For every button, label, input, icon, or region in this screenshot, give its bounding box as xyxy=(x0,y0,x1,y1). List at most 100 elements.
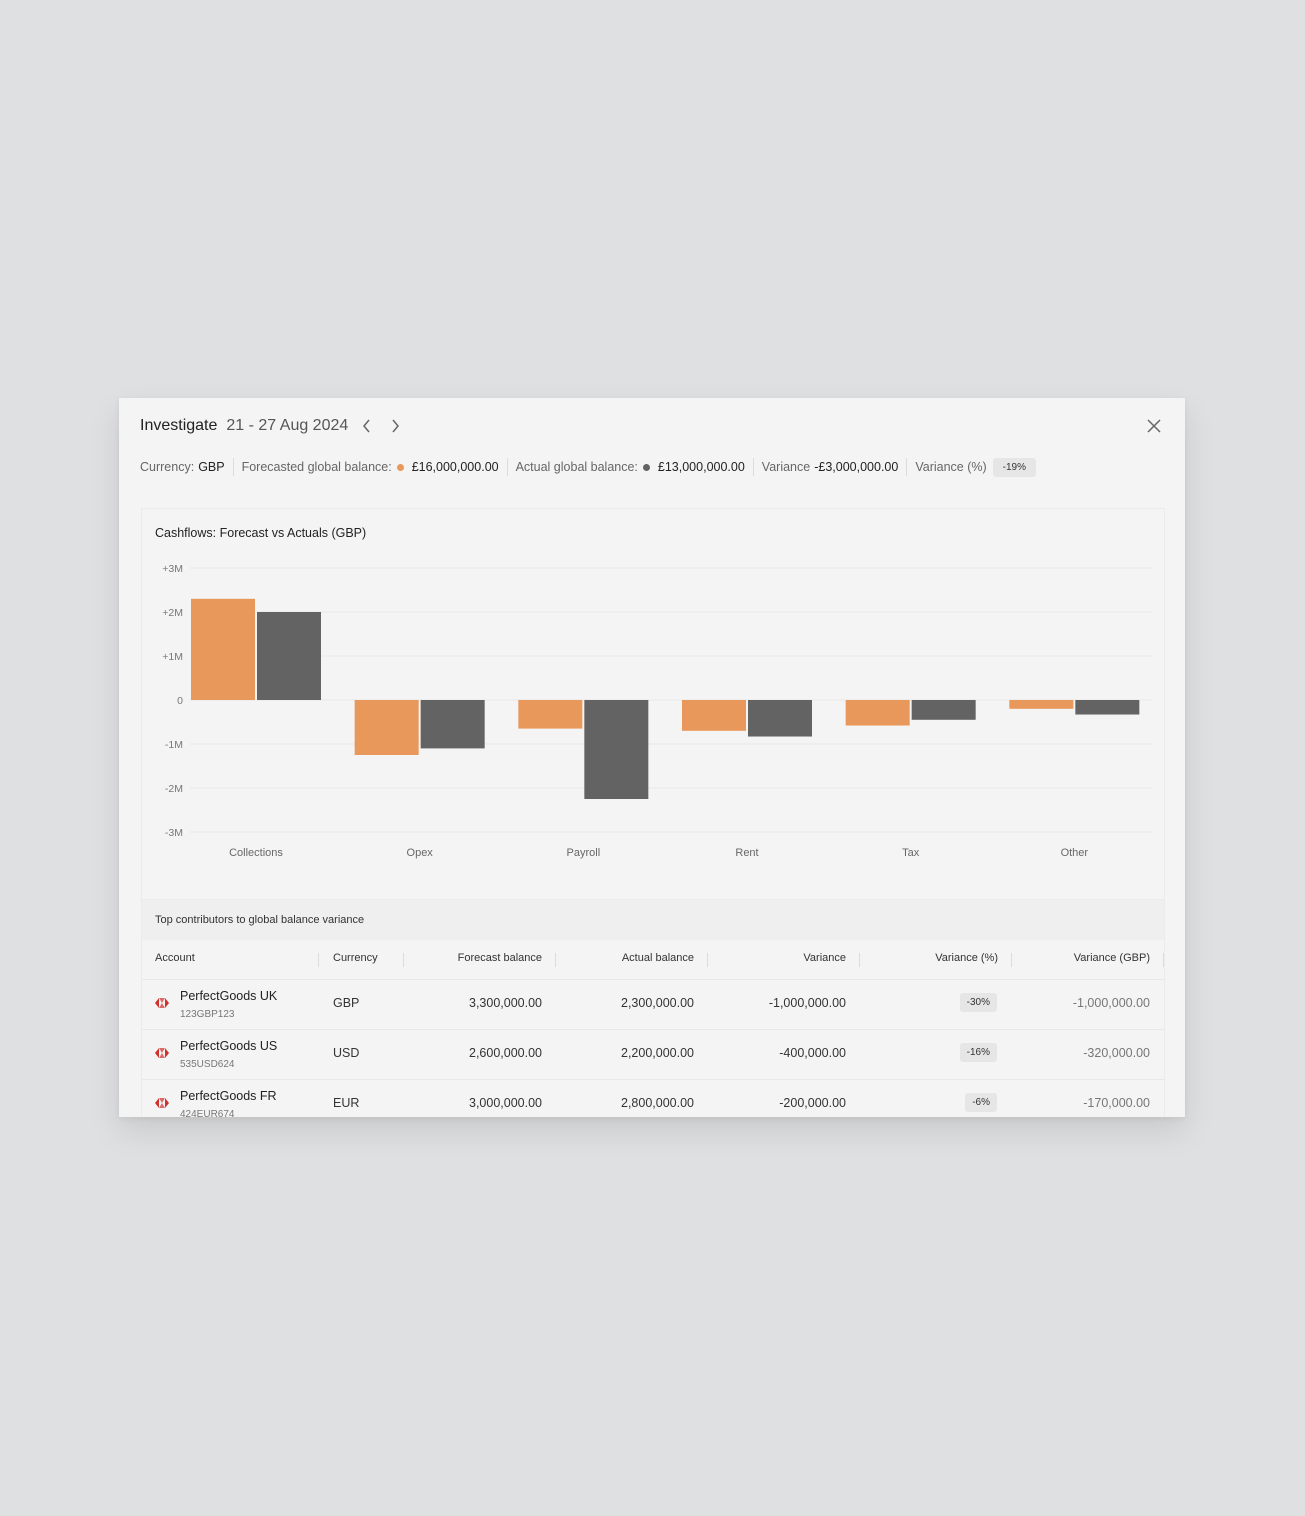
variance-gbp-cell: -320,000.00 xyxy=(1083,1046,1150,1060)
next-week-button[interactable] xyxy=(386,417,404,435)
table-row[interactable]: PerfectGoods FR 424EUR674 EUR 3,000,000.… xyxy=(142,1079,1164,1117)
table-row[interactable]: PerfectGoods US 535USD624 USD 2,600,000.… xyxy=(142,1029,1164,1080)
variance-gbp-cell: -170,000.00 xyxy=(1083,1096,1150,1110)
currency-cell: EUR xyxy=(333,1096,360,1110)
account-name: PerfectGoods FR xyxy=(180,1089,277,1103)
divider xyxy=(506,458,508,476)
column-header-variance-pct[interactable]: Variance (%) xyxy=(935,952,998,964)
close-button[interactable] xyxy=(1144,416,1164,436)
divider xyxy=(232,458,234,476)
forecast-bar xyxy=(682,700,746,731)
forecast-bar xyxy=(845,700,910,726)
table-caption-bar: Top contributors to global balance varia… xyxy=(142,899,1164,940)
variance-pct-label: Variance (%) xyxy=(915,460,987,474)
variance-cell: -200,000.00 xyxy=(779,1096,846,1110)
x-category-label: Rent xyxy=(735,847,758,859)
account-number: 424EUR674 xyxy=(180,1109,235,1117)
actual-balance-cell: 2,300,000.00 xyxy=(621,996,694,1010)
x-category-label: Payroll xyxy=(567,847,601,859)
x-category-label: Tax xyxy=(902,847,920,859)
column-header-account[interactable]: Account xyxy=(155,952,195,964)
actual-balance-label: Actual global balance: xyxy=(515,460,638,474)
variance-pct-badge: -16% xyxy=(959,1043,997,1062)
chevron-left-icon xyxy=(363,419,370,433)
divider xyxy=(906,458,908,476)
actual-bar xyxy=(748,700,812,737)
bank-logo-icon xyxy=(155,998,169,1008)
balance-summary: Currency: GBP Forecasted global balance:… xyxy=(140,456,1037,478)
forecast-balance-cell: 3,300,000.00 xyxy=(469,996,542,1010)
actual-bar xyxy=(584,700,649,799)
column-divider[interactable] xyxy=(403,953,404,967)
account-name: PerfectGoods UK xyxy=(180,989,278,1003)
chevron-right-icon xyxy=(392,419,400,433)
variance-card: Cashflows: Forecast vs Actuals (GBP) +3M… xyxy=(141,508,1165,1117)
forecast-bar xyxy=(1009,700,1074,709)
forecast-bar xyxy=(191,598,255,700)
cashflow-bar-chart: +3M +2M +1M 0 -1M -2M -3M Collections Opex Payrol… xyxy=(162,563,1152,859)
close-icon xyxy=(1147,419,1161,433)
column-divider[interactable] xyxy=(1011,953,1012,967)
currency-value: GBP xyxy=(198,460,225,474)
y-tick-label: -3M xyxy=(165,827,183,839)
variance-cell: -1,000,000.00 xyxy=(768,996,846,1010)
table-header: Account Currency Forecast balance Actual… xyxy=(142,939,1164,980)
actual-balance-cell: 2,200,000.00 xyxy=(621,1046,694,1060)
date-range: 21 - 27 Aug 2024 xyxy=(226,417,349,434)
forecast-dot-icon xyxy=(396,463,404,471)
column-header-forecast-balance[interactable]: Forecast balance xyxy=(457,952,542,964)
x-category-label: Collections xyxy=(229,847,283,859)
account-name: PerfectGoods US xyxy=(180,1039,278,1053)
previous-week-button[interactable] xyxy=(358,417,376,435)
y-tick-label: 0 xyxy=(177,695,183,707)
bank-logo-icon xyxy=(155,1048,169,1058)
column-header-variance-gbp[interactable]: Variance (GBP) xyxy=(1073,952,1150,964)
variance-pct-badge: -6% xyxy=(965,1093,997,1112)
table-row[interactable]: PerfectGoods UK 123GBP123 GBP 3,300,000.… xyxy=(142,979,1164,1030)
column-divider[interactable] xyxy=(859,953,860,967)
currency-label: Currency: xyxy=(140,460,195,474)
column-divider[interactable] xyxy=(1163,953,1164,967)
column-divider[interactable] xyxy=(555,953,556,967)
forecast-bar xyxy=(354,700,419,755)
actual-balance-value: £13,000,000.00 xyxy=(657,460,745,474)
investigate-dialog: Investigate 21 - 27 Aug 2024 Currency: G… xyxy=(119,398,1185,1117)
forecast-bar xyxy=(518,700,583,729)
actual-bar xyxy=(1075,700,1140,715)
variance-gbp-cell: -1,000,000.00 xyxy=(1072,996,1150,1010)
actual-bar xyxy=(911,700,976,720)
variance-value: -£3,000,000.00 xyxy=(814,460,899,474)
y-tick-label: -1M xyxy=(165,739,183,751)
column-divider[interactable] xyxy=(318,953,319,967)
x-category-label: Other xyxy=(1061,847,1089,859)
x-category-label: Opex xyxy=(407,847,434,859)
variance-cell: -400,000.00 xyxy=(779,1046,846,1060)
currency-cell: GBP xyxy=(333,996,360,1010)
y-tick-label: +1M xyxy=(162,651,183,663)
dialog-title: Investigate xyxy=(140,417,218,434)
chart-title: Cashflows: Forecast vs Actuals (GBP) xyxy=(155,526,367,540)
y-tick-label: -2M xyxy=(165,783,183,795)
forecast-balance-cell: 2,600,000.00 xyxy=(469,1046,542,1060)
actual-balance-cell: 2,800,000.00 xyxy=(621,1096,694,1110)
actual-bar xyxy=(420,700,485,749)
y-tick-label: +2M xyxy=(162,607,183,619)
variance-label: Variance xyxy=(761,460,811,474)
bank-logo-icon xyxy=(155,1098,169,1108)
table-caption: Top contributors to global balance varia… xyxy=(155,914,365,926)
account-number: 535USD624 xyxy=(180,1059,235,1070)
forecast-balance-cell: 3,000,000.00 xyxy=(469,1096,542,1110)
actual-bar xyxy=(257,612,321,700)
forecast-balance-label: Forecasted global balance: xyxy=(241,460,392,474)
column-header-actual-balance[interactable]: Actual balance xyxy=(621,952,694,964)
actual-dot-icon xyxy=(642,463,650,471)
variance-pct-badge: -19% xyxy=(992,457,1037,477)
column-header-currency[interactable]: Currency xyxy=(333,952,378,964)
dialog-header: Investigate 21 - 27 Aug 2024 xyxy=(140,415,1164,437)
forecast-balance-value: £16,000,000.00 xyxy=(411,460,499,474)
currency-cell: USD xyxy=(333,1046,360,1060)
divider xyxy=(752,458,754,476)
column-divider[interactable] xyxy=(707,953,708,967)
column-header-variance[interactable]: Variance xyxy=(803,952,846,964)
variance-pct-badge: -30% xyxy=(959,993,997,1012)
